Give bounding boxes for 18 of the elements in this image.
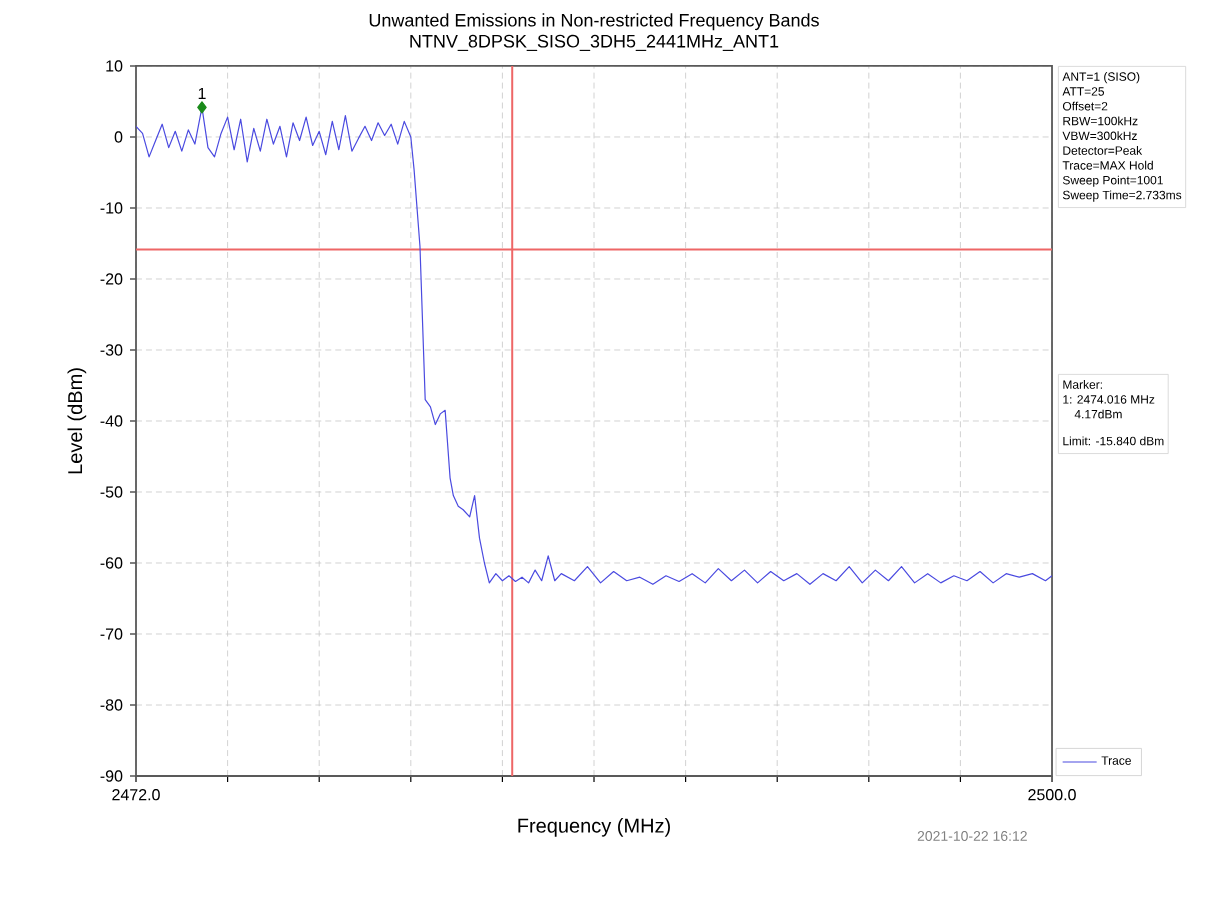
y-tick-label: -90 (100, 770, 123, 782)
y-tick-label: -10 (100, 202, 123, 214)
y-tick-label: -60 (100, 557, 123, 569)
x-tick-label: 2472.0 (112, 789, 160, 801)
annotation: 1 (198, 87, 206, 99)
y-tick-label: -40 (100, 415, 123, 427)
x-tick-label: 2500.0 (1028, 789, 1076, 801)
chart-title: Unwanted Emissions in Non-restricted Frequency Bands (369, 13, 819, 31)
y-tick-label: -70 (100, 628, 123, 640)
chart-subtitle: NTNV_8DPSK_SISO_3DH5_2441MHz_ANT1 (410, 34, 779, 51)
y-tick-label: -50 (100, 486, 123, 498)
y-tick-label: 0 (114, 131, 123, 143)
y-tick-label: -20 (100, 273, 123, 285)
x-axis-title: Frequency (MHz) (518, 818, 670, 837)
y-tick-label: -80 (100, 699, 123, 711)
y-axis-title: Level (dBm) (67, 368, 87, 474)
y-tick-label: 10 (106, 60, 123, 72)
y-tick-label: -30 (100, 344, 123, 356)
